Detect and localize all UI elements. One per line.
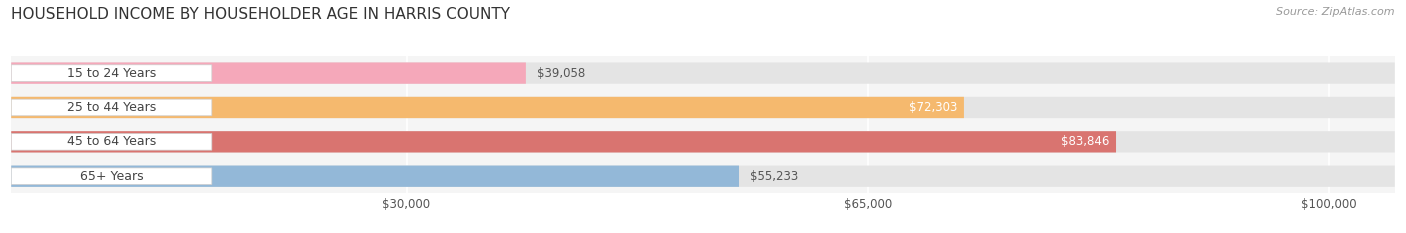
- Text: Source: ZipAtlas.com: Source: ZipAtlas.com: [1277, 7, 1395, 17]
- Text: $72,303: $72,303: [908, 101, 957, 114]
- Text: $83,846: $83,846: [1060, 135, 1109, 148]
- FancyBboxPatch shape: [11, 168, 212, 185]
- FancyBboxPatch shape: [11, 134, 212, 150]
- Text: 45 to 64 Years: 45 to 64 Years: [67, 135, 156, 148]
- FancyBboxPatch shape: [11, 166, 1395, 187]
- Text: 65+ Years: 65+ Years: [80, 170, 143, 183]
- FancyBboxPatch shape: [11, 131, 1395, 152]
- FancyBboxPatch shape: [11, 62, 1395, 84]
- Text: HOUSEHOLD INCOME BY HOUSEHOLDER AGE IN HARRIS COUNTY: HOUSEHOLD INCOME BY HOUSEHOLDER AGE IN H…: [11, 7, 510, 22]
- Text: 25 to 44 Years: 25 to 44 Years: [67, 101, 156, 114]
- FancyBboxPatch shape: [11, 97, 1395, 118]
- FancyBboxPatch shape: [11, 131, 1116, 152]
- FancyBboxPatch shape: [11, 62, 526, 84]
- FancyBboxPatch shape: [11, 65, 212, 81]
- FancyBboxPatch shape: [11, 166, 740, 187]
- Text: 15 to 24 Years: 15 to 24 Years: [67, 67, 156, 80]
- FancyBboxPatch shape: [11, 97, 965, 118]
- FancyBboxPatch shape: [11, 99, 212, 116]
- Text: $39,058: $39,058: [537, 67, 585, 80]
- Text: $55,233: $55,233: [749, 170, 799, 183]
